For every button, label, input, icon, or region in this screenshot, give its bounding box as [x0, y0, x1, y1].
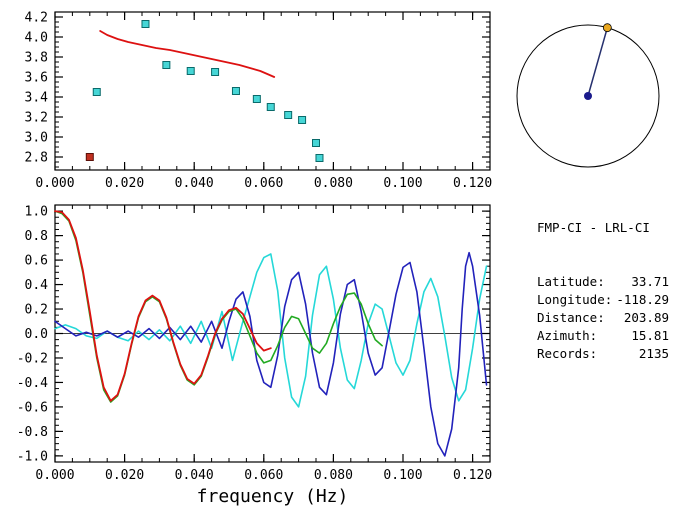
- group-velocity-picks-marker: [211, 68, 220, 76]
- group-velocity-picks-marker: [186, 67, 195, 75]
- x-tick-label: 0.120: [453, 176, 492, 191]
- x-tick-label: 0.000: [35, 176, 74, 191]
- info-row-latitude: Latitude: 33.71: [537, 273, 669, 291]
- x-tick-label: 0.020: [105, 468, 144, 483]
- y-tick-label: 1.0: [25, 205, 48, 220]
- station-info-panel: FMP-CI - LRL-CI Latitude: 33.71 Longitude:…: [537, 183, 669, 399]
- cross-spectrum-cyan: [54, 253, 488, 408]
- info-row-azimuth: Azimuth: 15.81: [537, 327, 669, 345]
- group-velocity-picks-marker: [284, 111, 293, 119]
- y-tick-label: 0.0: [25, 327, 48, 342]
- y-tick-label: 0.6: [25, 254, 48, 269]
- group-velocity-picks-marker: [231, 87, 240, 95]
- info-label-records: Records:: [537, 346, 598, 361]
- station-pair-title: FMP-CI - LRL-CI: [537, 220, 650, 235]
- x-tick-label: 0.060: [244, 176, 283, 191]
- axes: 0.000 0.020 0.040 0.060 0.080 0.100 0.120 -1.0 -…: [17, 204, 492, 507]
- x-tick-label: 0.100: [383, 468, 422, 483]
- x-tick-label: 0.100: [383, 176, 422, 191]
- y-tick-label: 3.8: [25, 51, 48, 66]
- smoothed-spectrum-red: [54, 210, 272, 402]
- azimuth-dial: [516, 23, 660, 168]
- info-label-distance: Distance:: [537, 310, 605, 325]
- station-center-dot: [584, 92, 592, 100]
- theoretical-dispersion-curve: [99, 30, 276, 78]
- y-tick-label: 4.0: [25, 31, 48, 46]
- x-tick-label: 0.020: [105, 176, 144, 191]
- series: [54, 210, 488, 457]
- group-velocity-picks-marker: [162, 61, 171, 69]
- station-info-rows: Latitude: 33.71 Longitude: -118.29 Distance:…: [537, 273, 669, 363]
- info-value-azimuth: 15.81: [631, 328, 669, 343]
- station-edge-dot: [602, 23, 612, 33]
- info-row-records: Records: 2135: [537, 345, 669, 363]
- group-velocity-picks: [92, 20, 324, 162]
- x-tick-label: 0.120: [453, 468, 492, 483]
- x-axis-label: frequency (Hz): [197, 486, 349, 507]
- y-tick-label: 0.4: [25, 278, 49, 293]
- x-tick-label: 0.040: [175, 468, 214, 483]
- dial-circle: [516, 24, 660, 168]
- y-tick-label: 3.0: [25, 131, 48, 146]
- group-velocity-picks-marker: [252, 95, 261, 103]
- y-tick-label: -0.2: [17, 351, 48, 366]
- group-velocity-picks-marker: [266, 103, 275, 111]
- info-row-distance: Distance: 203.89: [537, 309, 669, 327]
- y-tick-label: -0.8: [17, 425, 48, 440]
- y-tick-label: -0.6: [17, 400, 48, 415]
- rejected-pick-marker: [85, 153, 94, 161]
- y-tick-label: -0.4: [17, 376, 48, 391]
- group-velocity-picks-marker: [315, 154, 324, 162]
- plot-frame: [54, 11, 491, 171]
- info-label-latitude: Latitude:: [537, 274, 605, 289]
- info-value-records: 2135: [638, 346, 669, 361]
- axes: 0.000 0.020 0.040 0.060 0.080 0.100 0.120 2.8 3.…: [25, 11, 493, 192]
- y-tick-label: 2.8: [25, 151, 48, 166]
- info-value-longitude: -118.29: [616, 292, 669, 307]
- series: [85, 20, 324, 162]
- y-tick-label: 3.6: [25, 71, 48, 86]
- group-velocity-picks-marker: [312, 139, 320, 147]
- y-tick-label: 0.8: [25, 229, 48, 244]
- y-tick-label: 3.2: [25, 111, 48, 126]
- info-label-azimuth: Azimuth:: [537, 328, 598, 343]
- group-velocity-picks-marker: [141, 20, 150, 28]
- x-tick-label: 0.080: [314, 176, 353, 191]
- info-label-longitude: Longitude:: [537, 292, 613, 307]
- y-tick-label: 0.2: [25, 303, 48, 318]
- group-velocity-picks-marker: [92, 88, 101, 96]
- info-value-latitude: 33.71: [631, 274, 669, 289]
- cross-spectrum-blue: [54, 251, 488, 457]
- rejected-pick: [85, 153, 94, 161]
- group-velocity-picks-marker: [298, 116, 307, 124]
- x-tick-label: 0.080: [314, 468, 353, 483]
- info-value-distance: 203.89: [623, 310, 669, 325]
- y-tick-label: -1.0: [17, 449, 48, 464]
- fitted-bessel-green: [54, 210, 383, 403]
- dispersion-chart: 0.000 0.020 0.040 0.060 0.080 0.100 0.120 2.8 3.…: [25, 11, 493, 192]
- y-tick-label: 4.2: [25, 11, 48, 26]
- spectrum-chart: 0.000 0.020 0.040 0.060 0.080 0.100 0.120 -1.0 -…: [17, 204, 492, 507]
- x-tick-label: 0.000: [35, 468, 74, 483]
- y-tick-label: 3.4: [25, 91, 49, 106]
- azimuth-line: [587, 27, 609, 97]
- x-tick-label: 0.040: [175, 176, 214, 191]
- info-row-longitude: Longitude: -118.29: [537, 291, 669, 309]
- x-tick-label: 0.060: [244, 468, 283, 483]
